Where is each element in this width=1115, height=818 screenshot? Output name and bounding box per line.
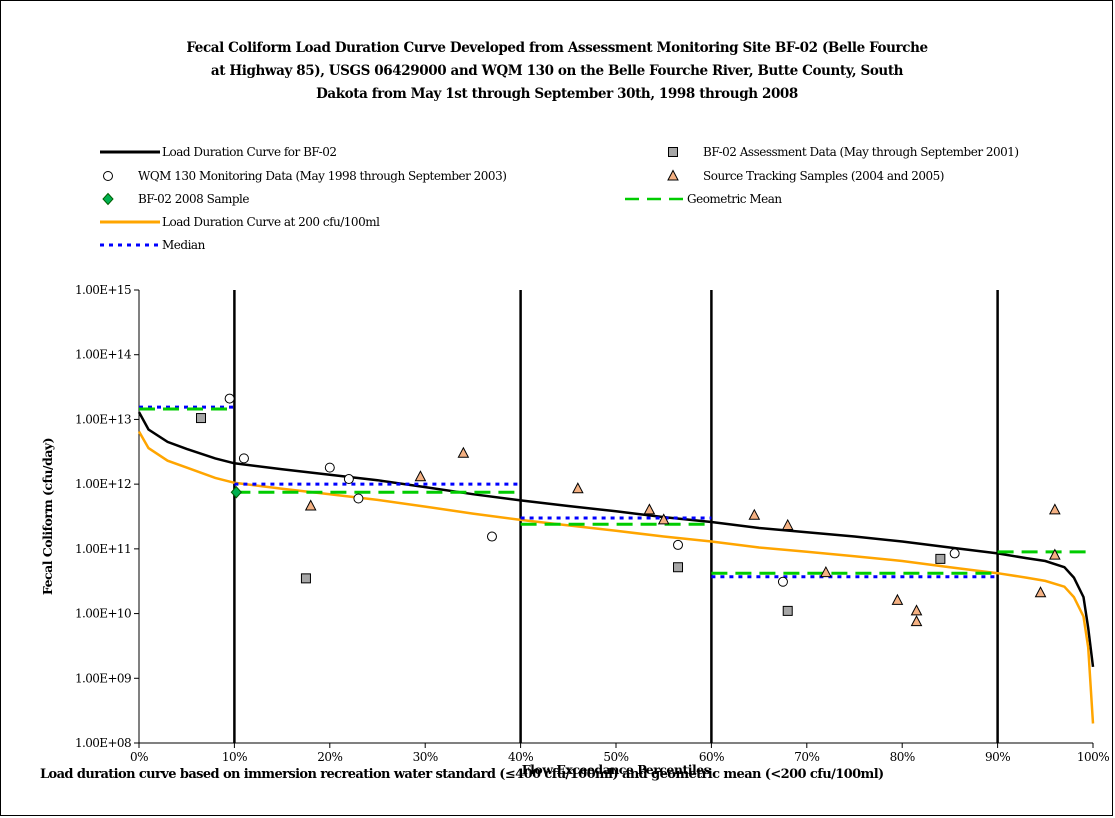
x-tick-label: 10% (222, 750, 247, 764)
triangle-data-point (910, 604, 923, 616)
chart-footnote: Load duration curve based on immersion r… (40, 767, 884, 782)
x-tick-label: 40% (508, 750, 533, 764)
x-tick-label: 70% (794, 750, 819, 764)
x-tick-label: 30% (413, 750, 438, 764)
duration-curve-line (137, 411, 1095, 668)
legend-marker-swatch (667, 169, 679, 181)
legend-label: Load Duration Curve at 200 cfu/100ml (162, 215, 380, 229)
triangle-data-point (657, 513, 670, 525)
x-tick-label: 90% (985, 750, 1010, 764)
triangle-data-point (1049, 503, 1061, 515)
duration-curve-line (137, 430, 1095, 724)
legend-marker-swatch (668, 147, 678, 157)
triangle-data-point (1034, 586, 1047, 598)
legend-label: WQM 130 Monitoring Data (May 1998 throug… (138, 169, 506, 183)
triangle-data-point (304, 499, 317, 511)
square-data-point (935, 553, 946, 564)
legend-label: Geometric Mean (687, 192, 782, 206)
legend-label: BF-02 Assessment Data (May through Septe… (703, 145, 1019, 159)
x-tick-label: 0% (130, 750, 148, 764)
legend-label: Source Tracking Samples (2004 and 2005) (703, 169, 944, 183)
circle-data-point (486, 531, 497, 542)
triangle-data-point (748, 508, 761, 520)
legend-marker-swatch (102, 192, 114, 206)
legend-label: Median (162, 238, 206, 252)
x-tick-label: 60% (699, 750, 724, 764)
y-tick-label: 1.00E+14 (75, 348, 132, 362)
circle-data-point (949, 548, 960, 559)
triangle-data-point (1049, 548, 1061, 560)
circle-data-point (324, 462, 335, 473)
legend-label: Load Duration Curve for BF-02 (162, 145, 337, 159)
circle-data-point (224, 393, 235, 404)
y-tick-label: 1.00E+11 (75, 542, 131, 556)
circle-data-point (353, 493, 364, 504)
y-tick-label: 1.00E+12 (75, 477, 131, 491)
square-data-point (673, 562, 684, 573)
y-tick-label: 1.00E+10 (75, 607, 131, 621)
y-tick-label: 1.00E+09 (75, 671, 131, 685)
circle-data-point (777, 576, 788, 587)
x-tick-label: 100% (1077, 750, 1109, 764)
triangle-data-point (572, 482, 584, 494)
chart-title-line: Fecal Coliform Load Duration Curve Devel… (186, 40, 927, 56)
x-tick-label: 50% (603, 750, 628, 764)
circle-data-point (673, 539, 684, 550)
triangle-data-point (910, 615, 923, 627)
x-tick-label: 80% (890, 750, 915, 764)
triangle-data-point (781, 518, 794, 530)
legend-marker-swatch (103, 171, 113, 181)
circle-data-point (238, 453, 249, 464)
square-data-point (782, 605, 793, 616)
x-tick-label: 20% (317, 750, 342, 764)
triangle-data-point (457, 446, 470, 458)
y-axis-title: Fecal Coliform (cfu/day) (40, 438, 55, 595)
diamond-data-point (230, 485, 242, 499)
chart-title-line: Dakota from May 1st through September 30… (316, 86, 798, 102)
chart-title-line: at Highway 85), USGS 06429000 and WQM 13… (211, 63, 904, 79)
y-tick-label: 1.00E+15 (75, 283, 131, 297)
square-data-point (300, 573, 311, 584)
triangle-data-point (891, 593, 904, 605)
x-axis-title: Flow Exceedance Percentiles (522, 762, 711, 777)
triangle-data-point (414, 470, 427, 482)
y-tick-label: 1.00E+08 (75, 736, 131, 750)
triangle-data-point (820, 566, 832, 578)
legend-label: BF-02 2008 Sample (138, 192, 249, 206)
circle-data-point (343, 474, 354, 485)
y-tick-label: 1.00E+13 (75, 412, 131, 426)
triangle-data-point (643, 503, 656, 515)
square-data-point (196, 413, 207, 424)
